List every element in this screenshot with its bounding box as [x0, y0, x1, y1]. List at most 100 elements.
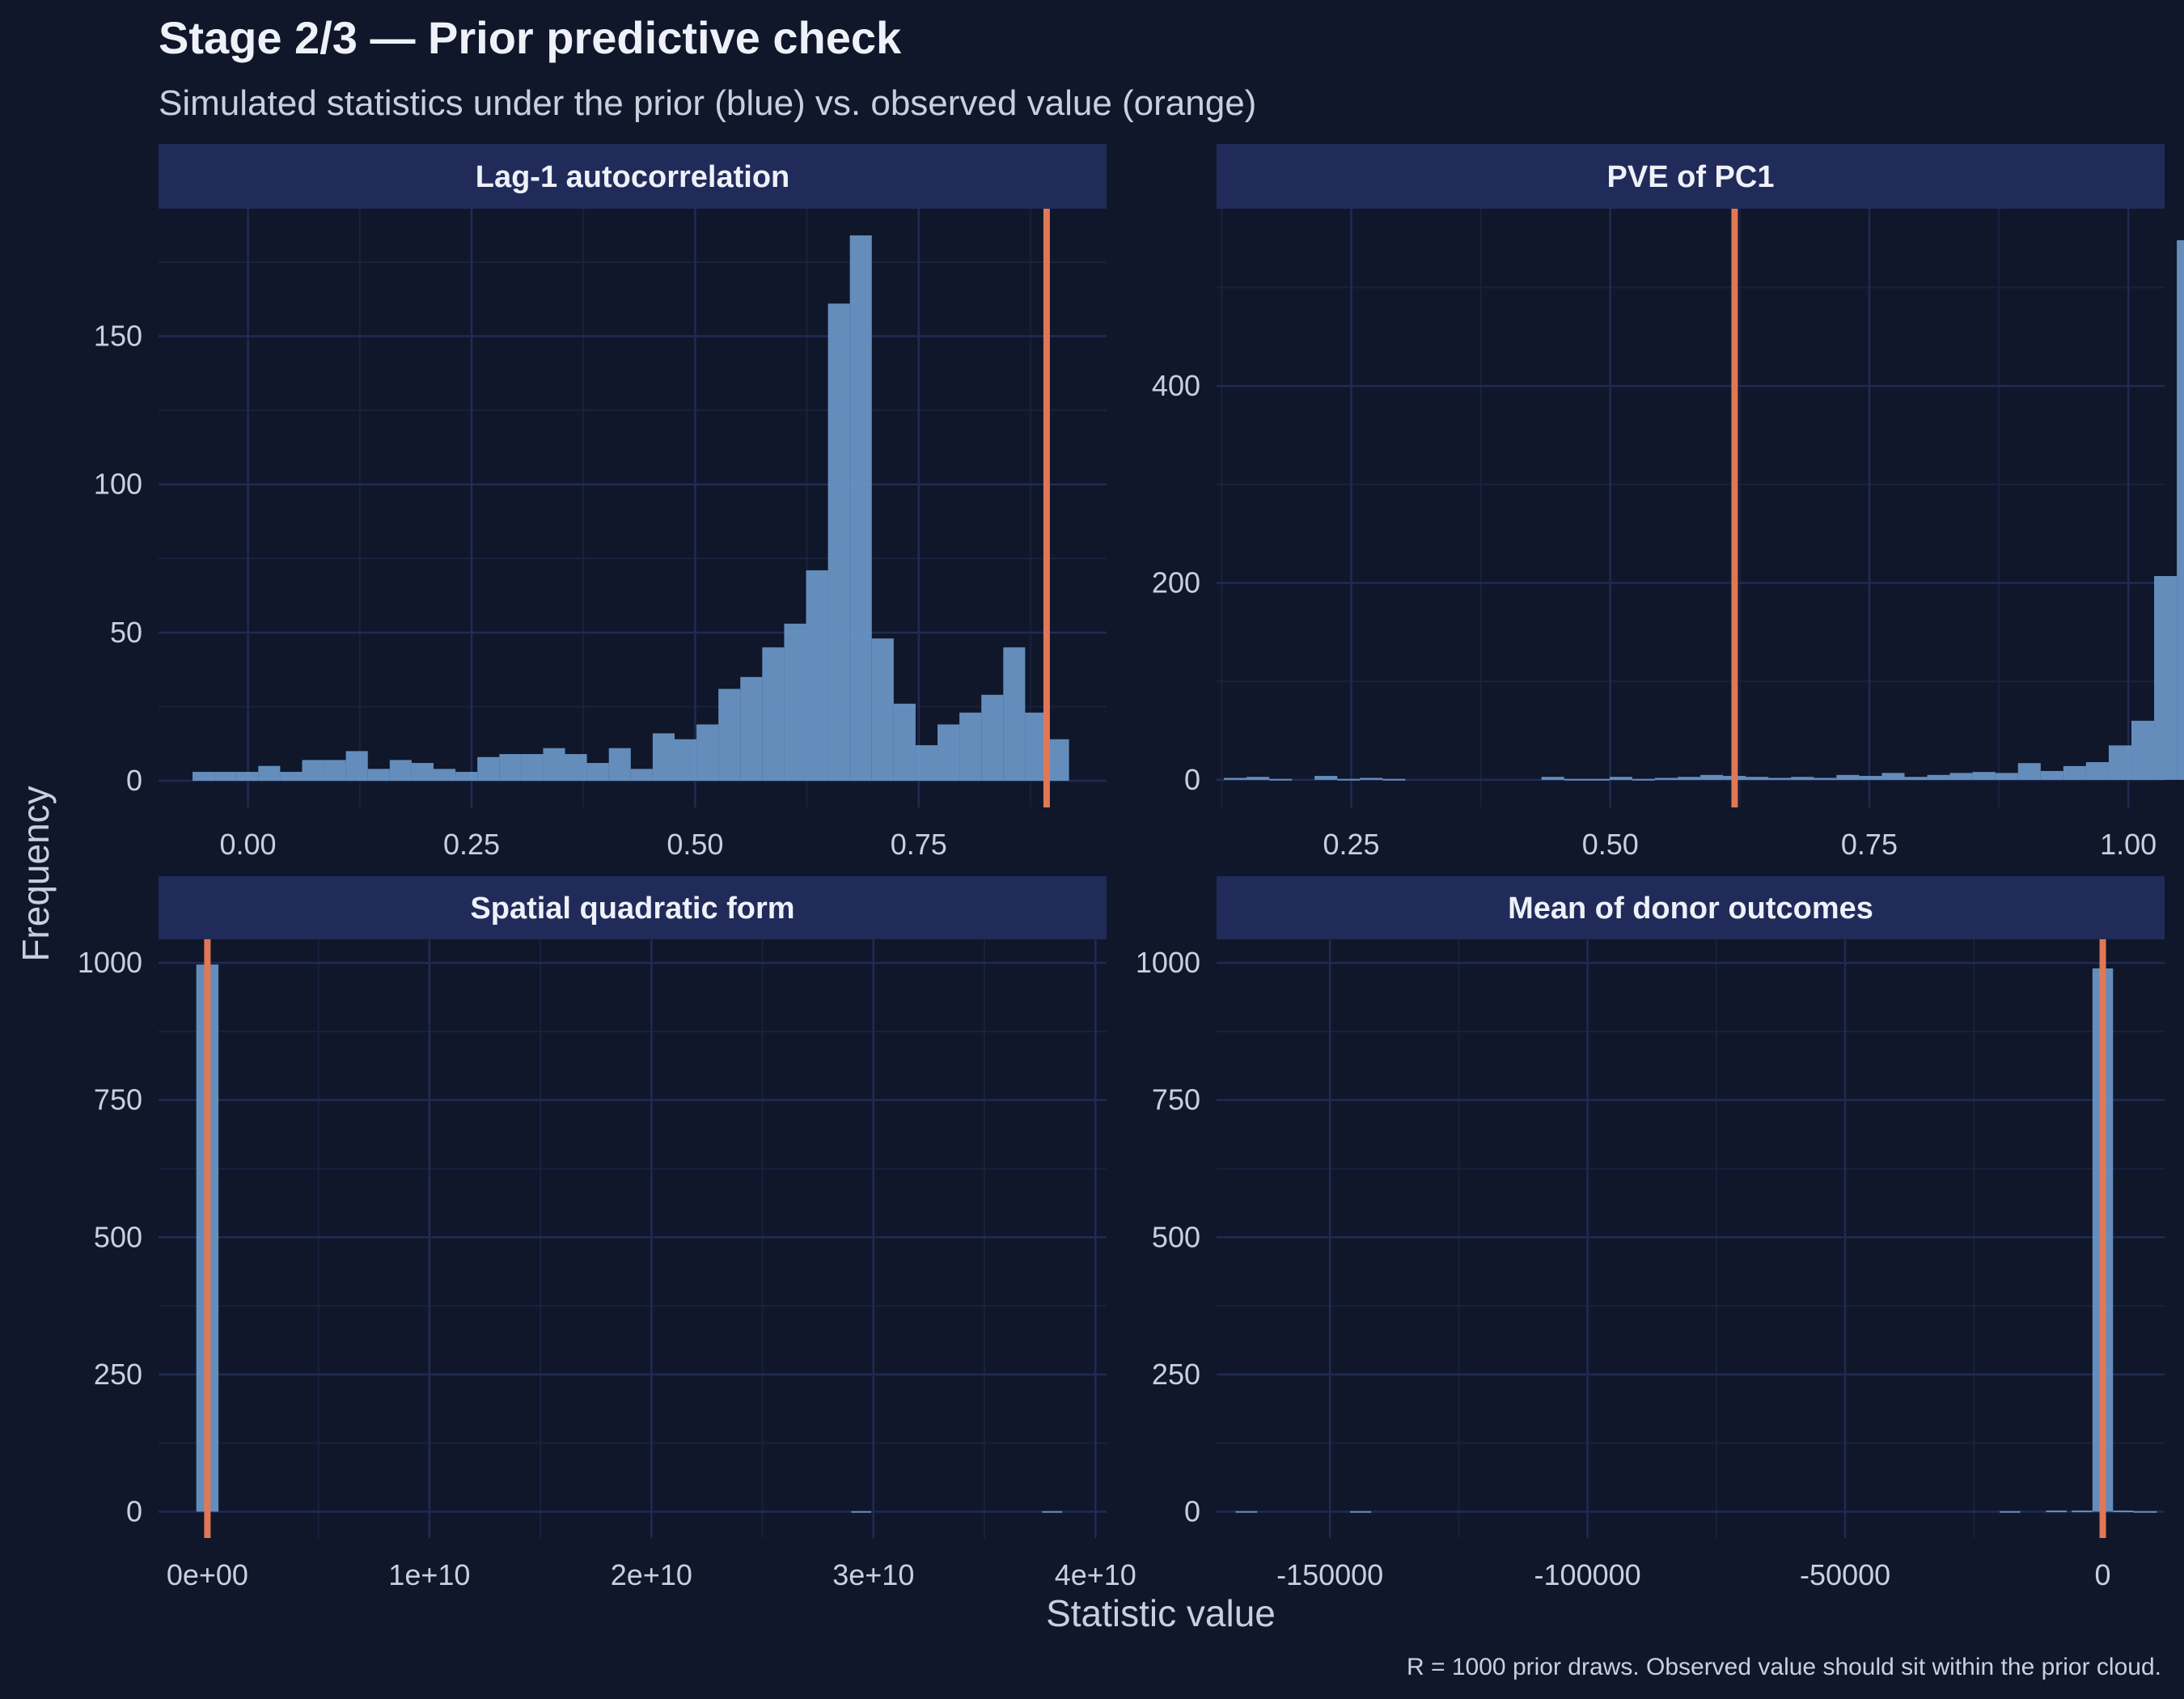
histogram-bar [784, 623, 806, 782]
y-tick-label: 0 [1184, 1494, 1200, 1527]
histogram-bar [477, 756, 500, 782]
y-tick-label: 750 [94, 1083, 142, 1116]
histogram-bar [1314, 776, 1338, 780]
x-tick-label: 1e+10 [388, 1558, 470, 1591]
histogram-bar [521, 754, 544, 782]
histogram-bar [893, 703, 916, 782]
histogram-bar [2000, 1510, 2021, 1513]
facet-strip [159, 876, 1107, 939]
y-tick-label: 0 [126, 1494, 142, 1527]
y-tick-label: 0 [126, 764, 142, 797]
histogram-bar [959, 712, 982, 782]
histogram-bar [981, 694, 1004, 782]
x-tick-label: 1.00 [2100, 828, 2156, 861]
histogram-bar [367, 769, 390, 782]
y-axis-title: Frequency [15, 786, 57, 961]
x-tick-label: 0 [2095, 1558, 2111, 1591]
x-tick-label: 2e+10 [611, 1558, 692, 1591]
facet-panels: Lag-1 autocorrelation 0.00 0.25 0.50 0.75 0 50… [78, 144, 2184, 1591]
histogram-bar [915, 745, 938, 782]
histogram-bar [851, 1510, 872, 1513]
histogram-bar [193, 772, 215, 782]
x-tick-label: 0.50 [667, 828, 723, 861]
x-tick-label: 0.50 [1582, 828, 1639, 861]
x-tick-label: 3e+10 [832, 1558, 914, 1591]
histogram-bar [302, 760, 324, 782]
facet-strip [1217, 144, 2165, 209]
histogram-bar [2017, 763, 2041, 780]
y-tick-label: 500 [94, 1220, 142, 1253]
histogram-bar [455, 772, 478, 782]
histogram-bar [762, 647, 785, 782]
histogram-bar [389, 760, 412, 782]
histogram-bar [1814, 777, 1837, 780]
x-tick-label: -100000 [1534, 1558, 1641, 1591]
histogram-bar [1791, 777, 1814, 780]
histogram-bar [2131, 720, 2155, 780]
facet-panel-4: Mean of donor outcomes -150000 -100000 -500… [1136, 876, 2165, 1591]
y-tick-label: 100 [94, 468, 142, 501]
histogram-bar [674, 739, 697, 782]
histogram-bar [630, 769, 653, 782]
histogram-bar [1223, 777, 1247, 780]
histogram-bar [740, 676, 763, 782]
histogram-bar [2177, 239, 2184, 780]
histogram-bar [849, 235, 872, 782]
facet-strip-title: Lag-1 autocorrelation [476, 160, 790, 194]
chart-caption: R = 1000 prior draws. Observed value sho… [1407, 1654, 2161, 1680]
facet-strip [1217, 876, 2165, 939]
y-tick-label: 1000 [1136, 946, 1200, 979]
histogram-bar [433, 769, 456, 782]
histogram-bar [324, 760, 346, 782]
facet-panel-2: PVE of PC1 0.25 0.50 0.75 1.00 0 200 400 [1152, 144, 2184, 861]
x-axis-title: Statistic value [1046, 1592, 1276, 1634]
facet-strip-title: PVE of PC1 [1607, 160, 1775, 194]
histogram-bar [1246, 777, 1270, 780]
histogram-bar [1235, 1510, 1258, 1513]
histogram-bar [1609, 777, 1632, 780]
histogram-bar [1632, 778, 1655, 781]
histogram-bar [2040, 770, 2063, 780]
histogram-bar [258, 765, 281, 782]
histogram-bar [1654, 777, 1678, 780]
histogram-bar [1349, 1510, 1372, 1513]
y-tick-label: 400 [1152, 369, 1200, 402]
histogram-bar [2108, 745, 2132, 780]
histogram-bar [1677, 777, 1701, 780]
y-tick-label: 150 [94, 320, 142, 353]
facet-strip [159, 144, 1107, 209]
x-tick-label: 0.25 [443, 828, 500, 861]
y-tick-label: 250 [1152, 1358, 1200, 1391]
histogram-bar [1768, 777, 1792, 780]
histogram-bar [1904, 777, 1928, 780]
histogram-bar [1836, 774, 1860, 780]
histogram-bar [608, 748, 631, 782]
histogram-bar [1746, 777, 1769, 780]
x-tick-label: 0.00 [220, 828, 277, 861]
y-tick-label: 1000 [78, 946, 142, 979]
histogram-bar [2085, 762, 2109, 780]
histogram-bar [1382, 778, 1406, 781]
histogram-bar [1360, 777, 1383, 780]
histogram-bar [2133, 1510, 2157, 1513]
histogram-bar [938, 724, 960, 782]
x-tick-label: -150000 [1276, 1558, 1383, 1591]
histogram-bar [1337, 778, 1361, 781]
histogram-bar [1972, 772, 1996, 780]
histogram-bar [345, 751, 368, 782]
facet-strip-title: Mean of donor outcomes [1508, 892, 1873, 926]
histogram-bar [1859, 776, 1882, 780]
y-tick-label: 250 [94, 1358, 142, 1391]
y-tick-label: 0 [1184, 763, 1200, 796]
histogram-bar [1881, 773, 1905, 780]
histogram-bar [2063, 765, 2086, 780]
x-tick-label: 0.75 [891, 828, 947, 861]
histogram-bar [1949, 773, 1973, 780]
histogram-bar [1047, 739, 1069, 782]
histogram-bar [1269, 778, 1293, 781]
facet-panel-3: Spatial quadratic form 0e+00 1e+10 2e+10 3e+… [78, 876, 1136, 1591]
histogram-bar [1586, 778, 1610, 781]
y-tick-label: 200 [1152, 566, 1200, 600]
x-tick-label: 0e+00 [167, 1558, 248, 1591]
histogram-bar [652, 733, 675, 782]
